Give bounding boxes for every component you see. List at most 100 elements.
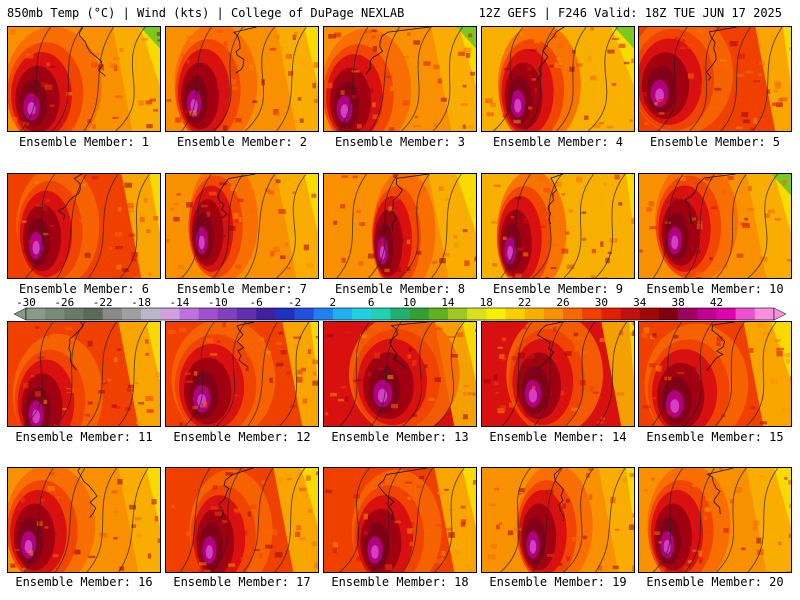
colorbar-tick-label: -14 <box>169 296 190 309</box>
field-texture <box>589 494 593 500</box>
field-texture <box>433 64 440 70</box>
field-texture <box>372 46 378 52</box>
height-contour <box>276 174 307 278</box>
field-texture <box>357 233 362 237</box>
field-texture <box>67 544 76 549</box>
field-texture <box>396 199 402 203</box>
field-texture <box>130 257 137 262</box>
field-texture <box>66 389 71 392</box>
field-texture <box>611 37 620 40</box>
field-texture <box>300 367 307 372</box>
field-texture <box>433 123 437 127</box>
field-texture <box>454 242 459 248</box>
field-texture <box>155 372 160 377</box>
field-texture <box>15 548 21 551</box>
field-texture <box>407 528 413 534</box>
field-texture <box>786 358 790 364</box>
field-texture <box>229 225 236 231</box>
field-texture <box>42 232 49 236</box>
field-texture <box>758 475 765 478</box>
field-texture <box>776 350 784 357</box>
field-texture <box>486 112 494 117</box>
colorbar-tick-label: 18 <box>479 296 493 309</box>
field-texture <box>772 102 777 107</box>
field-texture <box>574 346 579 352</box>
field-texture <box>606 125 614 129</box>
field-texture <box>623 61 630 65</box>
ensemble-member-label: Ensemble Member: 11 <box>15 430 153 444</box>
height-contour <box>714 322 745 426</box>
field-texture <box>695 271 704 277</box>
field-texture <box>117 348 121 351</box>
field-texture <box>434 377 442 383</box>
field-texture <box>285 54 292 59</box>
height-contour <box>432 27 464 131</box>
field-texture <box>272 87 276 92</box>
field-texture <box>367 253 376 259</box>
field-texture <box>665 409 672 415</box>
field-texture <box>514 495 519 499</box>
colorbar-bin <box>447 308 468 320</box>
field-texture <box>683 566 690 572</box>
field-texture <box>630 332 634 336</box>
ensemble-panel <box>7 173 161 279</box>
field-texture <box>357 124 362 129</box>
ensemble-member-label: Ensemble Member: 2 <box>176 135 308 149</box>
field-texture <box>412 360 417 366</box>
colorbar-bin <box>639 308 660 320</box>
field-texture <box>712 264 721 268</box>
field-texture <box>610 497 616 504</box>
field-texture <box>556 57 561 62</box>
field-texture <box>220 234 226 238</box>
height-contour <box>532 174 563 278</box>
ensemble-member-label: Ensemble Member: 4 <box>492 135 624 149</box>
field-texture <box>778 98 783 102</box>
field-texture <box>354 379 362 382</box>
field-texture <box>214 511 223 516</box>
field-texture <box>269 377 273 383</box>
height-contour <box>52 27 83 131</box>
colorbar-bin <box>543 308 564 320</box>
ensemble-panel <box>638 173 792 279</box>
field-texture <box>424 364 428 368</box>
field-texture <box>593 124 601 128</box>
field-texture <box>385 502 390 505</box>
field-texture <box>185 380 194 383</box>
field-texture <box>748 185 752 191</box>
height-contour <box>401 27 432 131</box>
field-texture <box>704 508 712 512</box>
height-contour <box>716 468 747 572</box>
field-texture <box>528 106 532 110</box>
field-texture <box>46 333 51 339</box>
field-texture <box>225 472 234 476</box>
field-texture <box>293 336 302 339</box>
field-texture <box>552 327 557 332</box>
field-texture <box>138 402 145 405</box>
field-texture <box>586 473 590 478</box>
field-texture <box>672 323 680 326</box>
field-texture <box>124 182 133 188</box>
coastline <box>233 27 257 74</box>
field-texture <box>135 382 139 385</box>
colorbar-bin <box>371 308 391 320</box>
field-texture <box>274 552 283 558</box>
height-contour <box>533 322 564 426</box>
field-texture <box>665 177 671 181</box>
field-texture <box>426 385 430 391</box>
field-texture <box>80 183 86 186</box>
field-texture <box>11 117 18 123</box>
field-texture <box>497 346 503 349</box>
field-texture <box>363 530 369 536</box>
colorbar-bin <box>121 308 142 320</box>
field-texture <box>205 338 213 343</box>
field-texture <box>698 557 703 562</box>
field-texture <box>299 537 306 541</box>
ensemble-member-label: Ensemble Member: 20 <box>646 575 784 589</box>
coastline <box>706 27 737 81</box>
coastline <box>68 322 84 371</box>
field-texture <box>738 53 745 59</box>
field-texture <box>269 47 277 51</box>
field-texture <box>435 524 443 527</box>
field-texture <box>743 239 751 244</box>
field-texture <box>520 478 527 483</box>
